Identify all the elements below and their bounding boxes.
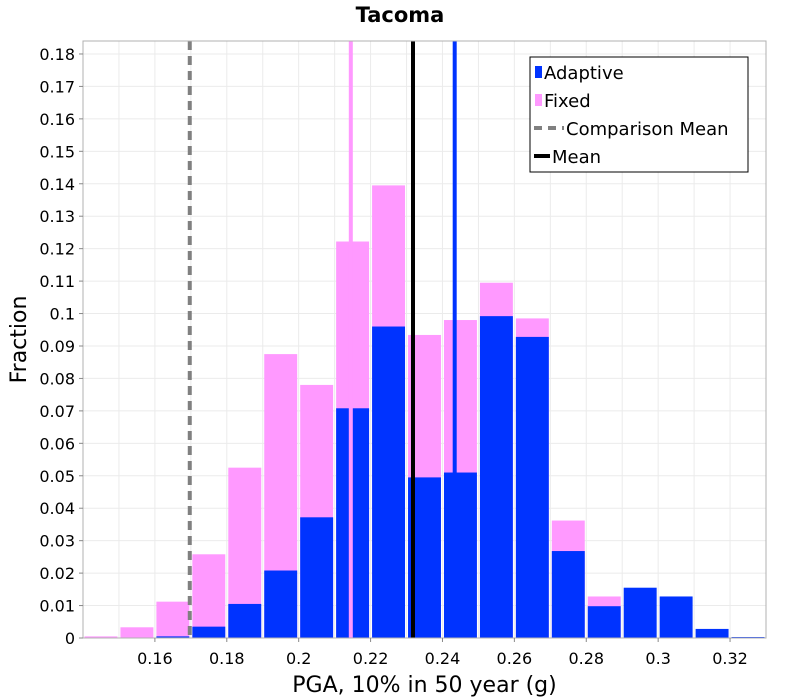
y-tick-label: 0.1 bbox=[50, 305, 75, 324]
x-axis-ticks: 0.16 0.18 0.2 0.22 0.24 0.26 0.28 0.3 0.32 bbox=[137, 638, 748, 668]
legend-label-mean: Mean bbox=[552, 147, 601, 168]
adaptive-bar bbox=[695, 628, 729, 638]
legend-label-adaptive: Adaptive bbox=[544, 63, 624, 84]
chart-title: Tacoma bbox=[356, 3, 445, 27]
adaptive-bar bbox=[264, 570, 298, 638]
x-tick-label: 0.16 bbox=[137, 649, 173, 668]
adaptive-bar bbox=[156, 636, 190, 638]
y-tick-label: 0.07 bbox=[39, 402, 75, 421]
y-tick-label: 0.04 bbox=[39, 499, 75, 518]
mean-lines bbox=[187, 41, 457, 638]
plot-area-frame bbox=[82, 40, 767, 639]
x-tick-label: 0.32 bbox=[712, 649, 748, 668]
y-axis-title: Fraction bbox=[7, 296, 32, 384]
y-tick-label: 0.13 bbox=[39, 207, 75, 226]
adaptive-bar bbox=[623, 587, 657, 638]
legend-label-comparison-mean: Comparison Mean bbox=[566, 119, 729, 140]
adaptive-bar bbox=[551, 551, 585, 638]
fixed-bar bbox=[156, 601, 190, 638]
adaptive-bar bbox=[587, 606, 621, 638]
fixed-bar bbox=[192, 554, 226, 638]
fixed-bar bbox=[120, 627, 154, 638]
adaptive-bar bbox=[192, 626, 226, 638]
x-tick-label: 0.18 bbox=[209, 649, 245, 668]
y-tick-label: 0.09 bbox=[39, 337, 75, 356]
adaptive-bar bbox=[443, 472, 477, 638]
y-tick-label: 0.14 bbox=[39, 175, 75, 194]
adaptive-bar bbox=[300, 517, 334, 638]
y-tick-label: 0.15 bbox=[39, 142, 75, 161]
adaptive-bar bbox=[479, 316, 513, 638]
x-tick-label: 0.28 bbox=[568, 649, 604, 668]
x-axis-title: PGA, 10% in 50 year (g) bbox=[292, 673, 556, 698]
legend-label-fixed: Fixed bbox=[544, 91, 591, 112]
legend: Adaptive Fixed Comparison Mean Mean bbox=[529, 56, 749, 173]
adaptive-bar bbox=[228, 603, 262, 638]
y-tick-label: 0.16 bbox=[39, 110, 75, 129]
y-axis-ticks: 0 0.01 0.02 0.03 0.04 0.05 0.06 0.07 0.08 0.09 0.1… bbox=[39, 45, 83, 648]
x-tick-label: 0.3 bbox=[645, 649, 670, 668]
x-tick-label: 0.26 bbox=[497, 649, 533, 668]
y-tick-label: 0.18 bbox=[39, 45, 75, 64]
y-tick-label: 0.08 bbox=[39, 369, 75, 388]
adaptive-bar bbox=[515, 336, 549, 638]
legend-swatch-adaptive bbox=[535, 66, 542, 78]
y-tick-label: 0.05 bbox=[39, 467, 75, 486]
y-tick-label: 0.01 bbox=[39, 597, 75, 616]
adaptive-bar bbox=[659, 596, 693, 638]
y-tick-label: 0.12 bbox=[39, 240, 75, 259]
x-tick-label: 0.2 bbox=[286, 649, 311, 668]
legend-swatch-fixed bbox=[535, 94, 542, 106]
y-tick-label: 0.06 bbox=[39, 434, 75, 453]
y-tick-label: 0.03 bbox=[39, 532, 75, 551]
x-tick-label: 0.24 bbox=[425, 649, 461, 668]
y-tick-label: 0.17 bbox=[39, 77, 75, 96]
fixed-bar bbox=[84, 636, 118, 638]
legend-box bbox=[529, 56, 749, 173]
adaptive-bar bbox=[372, 326, 406, 638]
y-tick-label: 0 bbox=[65, 629, 75, 648]
y-tick-label: 0.11 bbox=[39, 272, 75, 291]
y-tick-label: 0.02 bbox=[39, 564, 75, 583]
x-tick-label: 0.22 bbox=[353, 649, 389, 668]
